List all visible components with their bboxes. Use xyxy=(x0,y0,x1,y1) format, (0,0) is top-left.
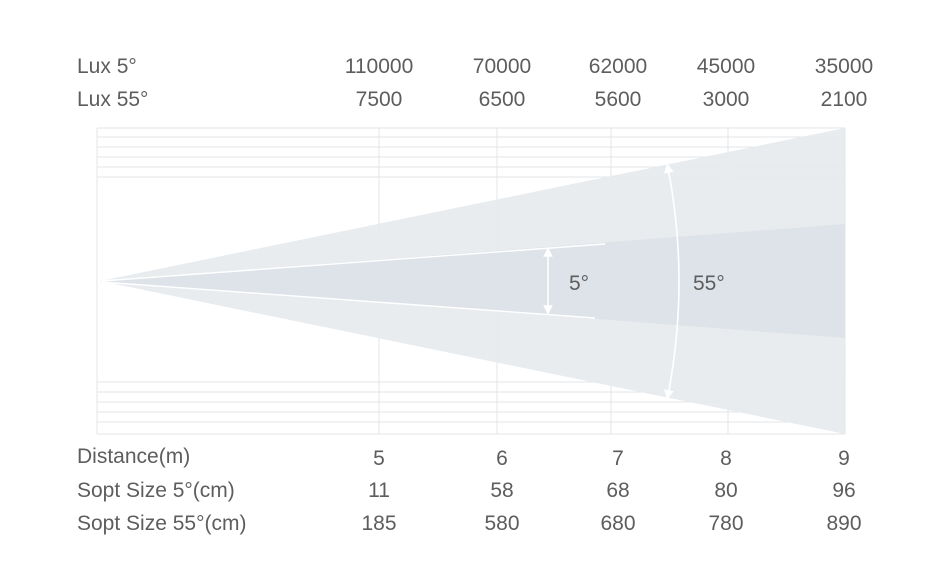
lux-55-value: 2100 xyxy=(820,88,868,111)
spot-size-5-value: 68 xyxy=(606,479,630,502)
narrow-beam-edge-top xyxy=(101,243,606,282)
spot-size-55-value: 680 xyxy=(600,512,636,535)
wide-angle-arrow xyxy=(664,163,680,400)
narrow-beam-edge-bottom xyxy=(101,281,596,319)
distance-value: 6 xyxy=(496,447,508,470)
wide-angle-label: 55° xyxy=(693,272,725,295)
lux-5-value: 62000 xyxy=(588,55,648,78)
distance-label: Distance(m) xyxy=(77,445,191,468)
narrow-angle-label: 5° xyxy=(569,272,589,295)
distance-value: 5 xyxy=(373,447,385,470)
spot-size-55-value: 185 xyxy=(361,512,397,535)
distance-value: 9 xyxy=(838,447,850,470)
spot-size-5-value: 96 xyxy=(832,479,856,502)
spot-size-5-label: Sopt Size 5°(cm) xyxy=(77,479,235,502)
spot-size-55-value: 780 xyxy=(708,512,744,535)
lux-55-label: Lux 55° xyxy=(77,88,149,111)
lux-5-value: 45000 xyxy=(696,55,756,78)
spot-size-5-value: 58 xyxy=(490,479,514,502)
lux-5-label: Lux 5° xyxy=(77,55,137,78)
lux-5-value: 110000 xyxy=(344,55,414,78)
lux-5-value: 70000 xyxy=(472,55,532,78)
spot-size-5-value: 80 xyxy=(714,479,738,502)
distance-value: 8 xyxy=(720,447,732,470)
spot-size-55-value: 580 xyxy=(484,512,520,535)
narrow-beam-cone xyxy=(100,224,845,338)
spot-size-5-value: 11 xyxy=(368,479,390,502)
spot-size-55-value: 890 xyxy=(826,512,862,535)
lux-55-value: 6500 xyxy=(478,88,526,111)
lux-55-value: 7500 xyxy=(355,88,403,111)
lux-55-value: 5600 xyxy=(594,88,642,111)
lux-55-value: 3000 xyxy=(702,88,750,111)
distance-value: 7 xyxy=(612,447,624,470)
spot-size-55-label: Sopt Size 55°(cm) xyxy=(77,512,247,535)
lux-5-value: 35000 xyxy=(814,55,874,78)
